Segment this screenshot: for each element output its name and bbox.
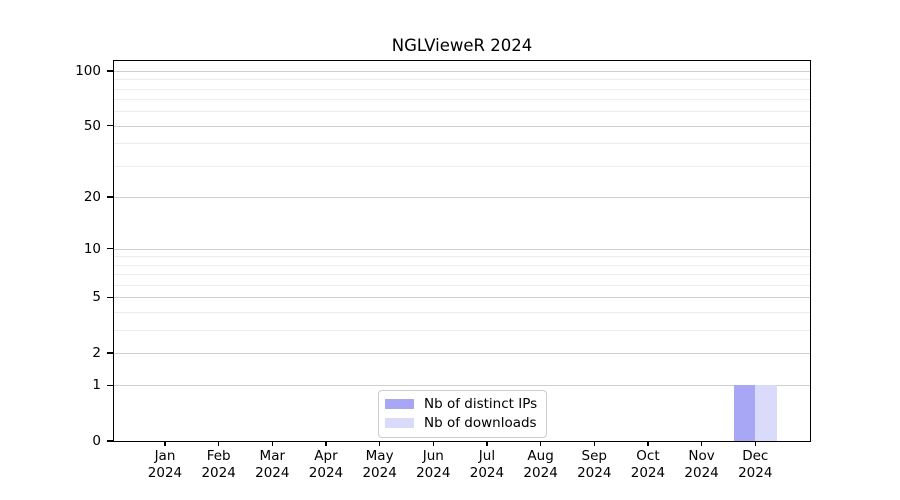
x-tick-label: Sep 2024 bbox=[562, 448, 626, 482]
x-tick-month: Jun bbox=[422, 448, 444, 464]
y-gridline-major bbox=[114, 125, 810, 127]
x-tick-year: 2024 bbox=[523, 465, 558, 481]
x-tick-month: Aug bbox=[527, 448, 554, 464]
legend-label-downloads: Nb of downloads bbox=[424, 415, 537, 431]
x-tick-label: Mar 2024 bbox=[240, 448, 304, 482]
y-gridline-minor bbox=[114, 165, 810, 167]
y-tick-mark bbox=[107, 70, 113, 72]
y-gridline-minor bbox=[114, 329, 810, 331]
y-gridline-minor bbox=[114, 79, 810, 81]
y-tick-mark bbox=[107, 296, 113, 299]
x-tick-year: 2024 bbox=[308, 465, 344, 481]
legend-swatch-distinct-ips bbox=[385, 399, 414, 409]
y-tick-label: 5 bbox=[92, 289, 101, 306]
x-tick-label: Oct 2024 bbox=[616, 448, 680, 482]
y-gridline-minor bbox=[114, 274, 810, 276]
x-tick-mark bbox=[700, 441, 703, 446]
x-tick-month: Sep bbox=[581, 448, 607, 464]
y-gridline-minor bbox=[114, 111, 810, 113]
x-tick-year: 2024 bbox=[362, 465, 397, 481]
y-tick-label: 50 bbox=[83, 117, 101, 134]
x-tick-mark bbox=[164, 441, 166, 446]
legend-entry-distinct-ips: Nb of distinct IPs bbox=[385, 397, 537, 411]
x-tick-mark bbox=[754, 441, 756, 446]
x-tick-month: Nov bbox=[688, 448, 715, 464]
y-tick-label: 20 bbox=[83, 188, 101, 205]
x-tick-month: Dec bbox=[742, 448, 769, 464]
y-gridline-minor bbox=[114, 311, 810, 313]
x-tick-year: 2024 bbox=[147, 465, 183, 481]
y-tick-label: 10 bbox=[83, 240, 101, 257]
x-tick-mark bbox=[378, 441, 381, 446]
x-tick-mark bbox=[486, 441, 488, 446]
legend: Nb of distinct IPs Nb of downloads bbox=[378, 390, 548, 438]
y-tick-label: 100 bbox=[75, 62, 101, 79]
x-tick-month: Apr bbox=[314, 448, 338, 464]
y-gridline-major bbox=[114, 297, 810, 299]
x-tick-mark bbox=[432, 441, 434, 446]
x-tick-month: Jul bbox=[478, 448, 496, 464]
x-tick-year: 2024 bbox=[469, 465, 505, 481]
x-tick-month: Oct bbox=[636, 448, 660, 464]
y-tick-mark bbox=[107, 248, 113, 250]
y-gridline-major bbox=[114, 352, 810, 354]
x-tick-month: Feb bbox=[206, 448, 231, 464]
x-tick-label: Feb 2024 bbox=[187, 448, 251, 482]
x-tick-month: Mar bbox=[259, 448, 286, 464]
y-gridline-minor bbox=[114, 99, 810, 101]
x-tick-month: Jan bbox=[154, 448, 176, 464]
x-tick-year: 2024 bbox=[416, 465, 451, 481]
y-tick-mark bbox=[107, 384, 113, 387]
x-tick-year: 2024 bbox=[738, 465, 773, 481]
x-tick-mark bbox=[217, 441, 220, 446]
y-gridline-major bbox=[114, 70, 810, 72]
x-tick-year: 2024 bbox=[684, 465, 719, 481]
y-tick-label: 2 bbox=[92, 344, 101, 361]
y-tick-mark bbox=[107, 352, 113, 354]
x-tick-mark bbox=[593, 441, 595, 446]
x-tick-year: 2024 bbox=[201, 465, 236, 481]
x-tick-label: Aug 2024 bbox=[509, 448, 573, 482]
x-tick-year: 2024 bbox=[255, 465, 290, 481]
plot-area bbox=[113, 60, 811, 442]
x-tick-label: May 2024 bbox=[348, 448, 412, 482]
legend-swatch-downloads bbox=[385, 418, 414, 428]
x-tick-label: Jun 2024 bbox=[401, 448, 465, 482]
y-gridline-minor bbox=[114, 284, 810, 286]
x-tick-mark bbox=[271, 441, 273, 446]
x-tick-label: Jan 2024 bbox=[133, 448, 197, 482]
bar-nb-of-downloads bbox=[755, 385, 777, 441]
x-tick-mark bbox=[539, 441, 542, 446]
x-tick-month: May bbox=[365, 448, 394, 464]
y-gridline-minor bbox=[114, 88, 810, 90]
x-tick-mark bbox=[647, 441, 649, 446]
legend-entry-downloads: Nb of downloads bbox=[385, 416, 537, 430]
y-gridline-major bbox=[114, 196, 810, 198]
x-tick-label: Jul 2024 bbox=[455, 448, 519, 482]
x-tick-mark bbox=[325, 441, 327, 446]
x-tick-label: Apr 2024 bbox=[294, 448, 358, 482]
y-tick-label: 0 bbox=[92, 433, 101, 449]
y-tick-mark bbox=[107, 125, 113, 127]
y-tick-label: 1 bbox=[92, 377, 101, 394]
y-gridline-major bbox=[114, 385, 810, 387]
legend-label-distinct-ips: Nb of distinct IPs bbox=[424, 396, 538, 412]
y-gridline-minor bbox=[114, 264, 810, 266]
y-tick-mark bbox=[107, 196, 113, 198]
y-gridline-minor bbox=[114, 143, 810, 145]
x-tick-year: 2024 bbox=[577, 465, 612, 481]
x-tick-label: Nov 2024 bbox=[670, 448, 734, 482]
y-tick-mark bbox=[107, 440, 113, 442]
bar-nb-of-distinct-ips bbox=[733, 385, 756, 441]
x-tick-label: Dec 2024 bbox=[723, 448, 787, 482]
y-gridline-major bbox=[114, 248, 810, 250]
x-tick-year: 2024 bbox=[630, 465, 666, 481]
chart-title: NGLVieweR 2024 bbox=[391, 36, 533, 55]
y-gridline-minor bbox=[114, 256, 810, 258]
